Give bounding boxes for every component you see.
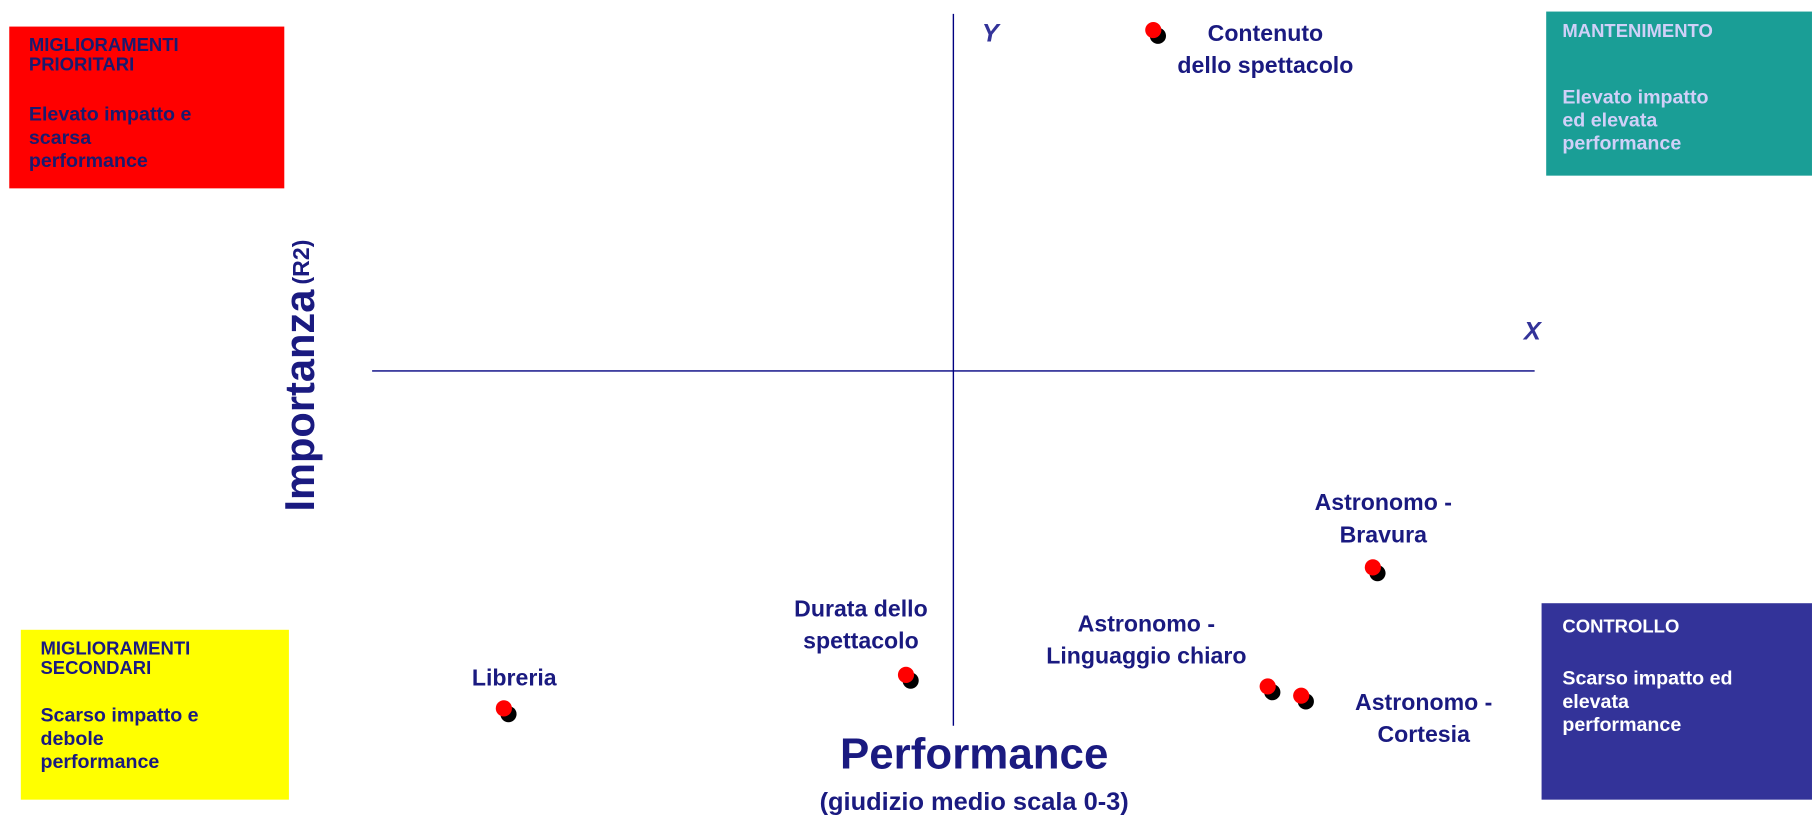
quadrant-box [1541, 603, 1812, 800]
x-sublabel: (giudizio medio scala 0-3) [820, 788, 1129, 816]
quadrant-text: performance [29, 150, 148, 172]
point-label: Contenuto [1208, 20, 1324, 46]
quadrant-text: performance [1562, 133, 1681, 155]
point [1293, 687, 1310, 704]
quadrant-text: Scarso impatto e [40, 705, 198, 727]
x-label: Performance [840, 730, 1108, 779]
quadrant-title: PRIORITARI [29, 54, 134, 75]
quadrant-title: MANTENIMENTO [1562, 20, 1712, 41]
x-letter: X [1522, 318, 1543, 346]
point [1364, 559, 1381, 576]
quadrant-text: scarsa [29, 127, 92, 149]
y-label-main: Importanza [276, 289, 323, 512]
quadrant-text: performance [1562, 714, 1681, 736]
quadrant-box [20, 629, 289, 800]
point-label: Astronomo - [1355, 689, 1492, 715]
quadrant-title: MIGLIORAMENTI [40, 637, 190, 658]
quadrant-text: debole [40, 728, 103, 750]
point-label: spettacolo [803, 628, 919, 654]
quadrant-title: SECONDARI [40, 657, 151, 678]
quadrant-text: Scarso impatto ed [1562, 668, 1732, 690]
quadrant-text: Elevato impatto [1562, 86, 1708, 108]
quadrant-text: performance [40, 751, 159, 773]
point-label: Linguaggio chiaro [1046, 643, 1246, 669]
quadrant-title: MIGLIORAMENTI [29, 34, 179, 55]
point [495, 700, 512, 717]
point-label: Libreria [472, 665, 557, 691]
quadrant-text: ed elevata [1562, 110, 1658, 132]
quadrant-box [1546, 11, 1812, 176]
point-label: dello spettacolo [1177, 52, 1353, 78]
point-label: Bravura [1340, 521, 1427, 547]
quadrant-box [9, 26, 285, 189]
point-label: Astronomo - [1315, 489, 1452, 515]
y-letter: Y [982, 19, 1001, 47]
point [1145, 21, 1162, 39]
point-label: Astronomo - [1078, 610, 1215, 636]
y-label: Importanza (R2) [276, 240, 323, 512]
y-label-suffix: (R2) [288, 240, 314, 285]
point-label: Cortesia [1377, 721, 1470, 747]
point [1259, 678, 1276, 695]
point [897, 666, 915, 683]
quadrant-text: Elevato impatto e [29, 104, 192, 126]
point-label: Durata dello [794, 595, 928, 621]
quadrant-title: CONTROLLO [1562, 615, 1679, 636]
quadrant-text: elevata [1562, 691, 1630, 713]
